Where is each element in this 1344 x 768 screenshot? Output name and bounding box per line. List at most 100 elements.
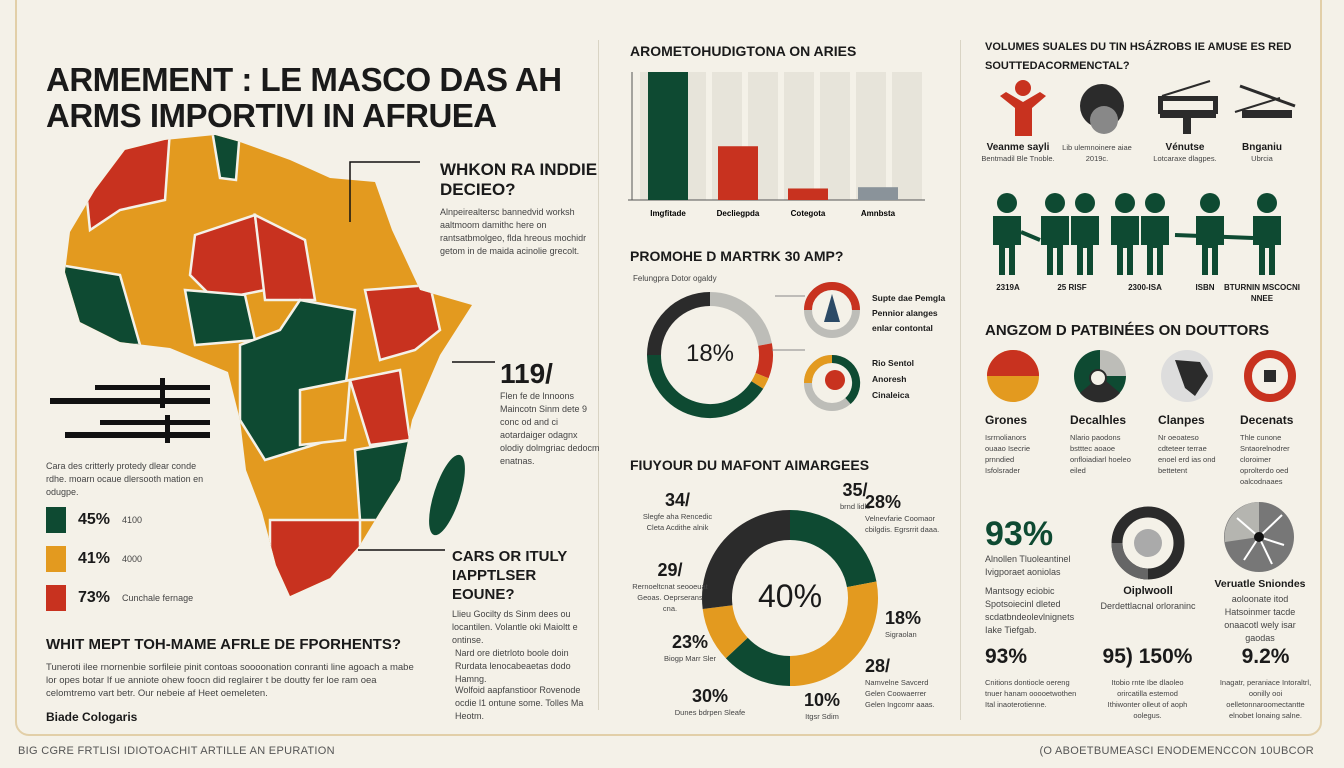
donut-chart-2 [702,510,878,686]
map-region [210,135,242,182]
donut1-segment [647,292,711,356]
category-item: Decalhles Nlario paodons bstttec aoaoe on… [1070,413,1150,476]
donut1-segment [709,292,772,347]
stat-item: 93% Cnitions dontiocle oereng tnuer hanam… [985,645,1080,710]
callout-title: CARS OR ITULY IAPPTLSER EOUNE? [452,548,568,603]
stat-item: 9.2% Inagatr, peraniace Intoraltrl, oonil… [1218,645,1313,721]
footer-right: (O ABOETBUMEASCI ENODEMENCCON 10UBCOR [1039,745,1314,757]
grid-column [784,72,814,200]
category-item: Clanpes Nr oeoateso cdteteer terrae enoel… [1158,413,1238,476]
callout-text: Alnpeirealtersc bannedvid worksh aaltmoo… [440,207,587,256]
category-label: Grones [985,413,1028,427]
bar-label: Imgfitade [650,209,686,218]
side-line: Rio Sentol [872,358,915,368]
map-region [253,212,317,302]
label-value: 28% [865,492,902,512]
donut1-side-2: Rio Sentol Anoresh Cinaleica [872,355,914,403]
side-line: Supte dae Pemgla [872,293,946,303]
map-region [353,438,414,522]
callout-value: 119/ [500,358,553,389]
category-text: Isrrnolianors ouaao Isecrie prnndied Isf… [985,433,1031,475]
bar [788,188,828,200]
category-label: Decalhles [1070,413,1127,427]
magnifier-chart-icon [1074,350,1126,403]
callout-3: CARS OR ITULY IAPPTLSER EOUNE? Llieu Goc… [452,547,597,647]
icon-caption: Bnganiu Ubrcia [1217,142,1307,164]
ring-chart [1111,506,1185,580]
label-value: 23% [671,632,709,652]
label-text: Rernoeltcnat seooeuat Geoas. Oeprserans … [632,582,708,613]
stat-big-value: 93% [985,515,1054,553]
infographic-panel [15,0,1322,736]
label-text: Dunes bdrpen Sleafe [674,708,746,717]
stat-big-text: Mantsogy eciobic Spotsoiecinl dleted scd… [985,586,1075,635]
donut2-label: 28% Velnevfarie Coomaor cbilgdis. Egrsrri… [865,492,945,535]
network-icon [1254,532,1264,542]
donut1-segment [751,372,769,389]
category-text: Nlario paodons bstttec aoaoe onfloiadiar… [1070,433,1131,475]
legend-item: 73% Cunchale fernage [46,585,193,611]
weapon-icons [1000,80,1296,136]
donut2-label: 34/Slegfe aha Rencedic Cleta Acdithe aln… [640,490,715,533]
legend-swatch [46,585,66,611]
legend-value: 45% [78,511,111,528]
label-value: 30% [691,686,729,706]
donut-center-value: 40% [757,578,823,614]
donut-title: PROMOHE D MARTRK 30 AMP? [630,248,844,264]
mini-donuts [772,282,861,411]
donut2-label: 35/brnd lidls [815,480,895,512]
donut2-segment [725,637,791,686]
person-icon [1075,193,1095,213]
icon-label: Bnganiu [1242,142,1282,153]
bar [648,72,688,200]
pie-text: aoloonate itod Hatsoinmer tacde onaacotl… [1224,594,1296,643]
donut-chart-1 [647,292,773,418]
donut-title: FIUYOUR DU MAFONT AIMARGEES [630,457,870,473]
tank-icon [1234,84,1296,118]
icon-sublabel: Lotcaraxe dlagpes. [1153,154,1217,163]
donut-center-value: 18% [685,340,735,367]
figure-label: BTURNIN MSCOCNI NNEE [1224,283,1300,303]
legend-item: 41% 4000 [46,546,142,572]
side-note: Nard ore dietrloto boole doin Rurdata le… [455,648,571,684]
bar-chart: Imgfitade Decliegpda Cotegota Amnbsta [628,72,925,218]
icon-label: Veanme sayli [986,142,1050,153]
person-icon [1000,80,1046,136]
bar-label: Cotegota [791,209,826,218]
donut2-segment [789,510,877,588]
bar [858,187,898,200]
footer-left: BIG CGRE FRTLISI IDIOTOACHIT ARTILLE AN … [18,745,335,757]
map-region [183,288,257,347]
gear-chart-icon [987,350,1039,402]
grid-column [892,72,922,200]
legend-label: 4000 [122,553,143,564]
helmet-icon [1080,84,1124,134]
donut2-segment [789,581,878,686]
map-icon [825,370,845,390]
right-title: VOLUMES SUALES DU TIN HSÁZROBS IE AMUSE … [985,41,1292,72]
label-text: Sigraolan [885,630,917,639]
donut1-segment [647,354,764,418]
donut-subtitle: Felungpra Dotor ogaldy [633,274,717,283]
grid-column [820,72,850,200]
ring-text: Derdettlacnal orloraninc [1100,601,1196,611]
page-title: ARMEMENT : LE MASCO DAS AH ARMS IMPORTIV… [46,61,562,134]
side-line: Anoresh [872,374,907,384]
legend-text: Cara des critterly protedy dlear conde r… [46,461,204,497]
section-title: ANGZOM D PATBINÉES ON DOUTTORS [985,322,1270,339]
donut2-label: 23% Biogp Marr Sler [650,632,730,664]
donut1-side-1: Supte dae Pemgla Pennior alanges enlar con… [872,291,945,336]
stat-text: Inagatr, peraniace Intoraltrl, oonilly o… [1219,678,1312,720]
legend-item: 45% 4100 [46,507,142,533]
icon-sublabel: Lib ulemnoinere aiae 2019c. [1062,143,1132,163]
label-text: Namvelne Savcerd Gelen Coowaerrer Gelen … [865,678,935,709]
label-value: 34/ [664,490,691,510]
section-title: WHIT MEPT TOH-MAME AFRLE DE FPORHENTS? [46,636,401,653]
label-text: Slegfe aha Rencedic Cleta Acdithe alnik [642,512,713,532]
label-value: 28/ [865,656,891,676]
callout-text: Flen fe de lnnoons Maincotn Sinm dete 9 … [500,391,600,466]
stat-text: Itobio rnte Ibe dlaoleo orircatilla este… [1107,678,1188,720]
bar [718,146,758,200]
callout-text: Llieu Gocilty ds Sinm dees ou locantilen… [452,609,578,645]
donut2-segment [702,510,791,610]
